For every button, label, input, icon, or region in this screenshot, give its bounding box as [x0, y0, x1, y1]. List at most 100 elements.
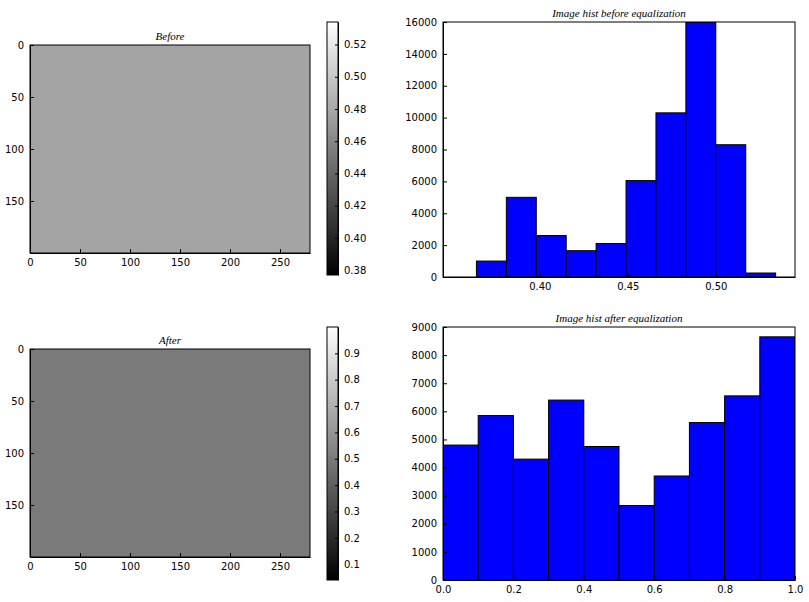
- tick-mark: [335, 432, 338, 433]
- tick-label: 0.45: [617, 281, 639, 292]
- tick: 50: [11, 92, 34, 103]
- tick: 0: [18, 344, 34, 355]
- tick: 50: [74, 249, 87, 268]
- axis-line: [444, 580, 796, 581]
- tick: 0.46: [335, 136, 366, 147]
- tick-label: 9000: [412, 322, 437, 333]
- tick-mark: [130, 249, 131, 253]
- tick: 0.38: [335, 265, 366, 276]
- plot-frame: [443, 22, 795, 277]
- tick-mark: [335, 459, 338, 460]
- tick: 6000: [412, 406, 447, 417]
- bar: [686, 22, 716, 277]
- tick-mark: [30, 45, 34, 46]
- bar: [506, 197, 536, 277]
- tick-mark: [654, 576, 655, 580]
- tick: 12000: [405, 80, 447, 91]
- bar: [513, 459, 548, 580]
- tick-mark: [335, 538, 338, 539]
- tick-label: 0.38: [344, 265, 366, 276]
- tick-mark: [795, 576, 796, 580]
- tick: 0.2: [335, 533, 360, 544]
- tick-mark: [335, 564, 338, 565]
- tick-label: 0.40: [529, 281, 551, 292]
- tick-label: 0.6: [647, 584, 663, 595]
- tick-label: 16000: [405, 17, 437, 28]
- colorbar: 0.380.400.420.440.460.480.500.52: [327, 22, 366, 276]
- tick: 0.52: [335, 39, 366, 50]
- tick: 250: [271, 553, 290, 572]
- tick-mark: [443, 22, 447, 23]
- tick-mark: [30, 201, 34, 202]
- tick-label: 0.50: [705, 281, 727, 292]
- tick-label: 100: [121, 561, 140, 572]
- tick: 16000: [405, 17, 447, 28]
- tick: 3000: [412, 490, 447, 501]
- tick-mark: [443, 277, 447, 278]
- tick: 150: [171, 553, 190, 572]
- bar: [654, 476, 689, 580]
- tick-label: 250: [271, 257, 290, 268]
- tick-label: 0.48: [344, 104, 366, 115]
- x-axis: 0.00.20.40.60.81.0: [436, 576, 804, 595]
- tick-label: 7000: [412, 378, 437, 389]
- colorbar: 0.10.20.30.40.50.60.70.80.9: [327, 327, 360, 581]
- tick-mark: [80, 249, 81, 253]
- bar: [626, 181, 656, 277]
- tick-mark: [335, 77, 338, 78]
- tick: 150: [5, 196, 34, 207]
- tick-label: 0: [27, 561, 33, 572]
- tick-label: 50: [11, 92, 24, 103]
- axis-line: [444, 277, 796, 278]
- image: [30, 45, 310, 253]
- tick: 0.3: [335, 506, 360, 517]
- colorbar-gradient: [327, 22, 338, 275]
- colorbar-axis: 0.10.20.30.40.50.60.70.80.9: [335, 328, 360, 581]
- tick-mark: [335, 109, 338, 110]
- tick-label: 0.2: [506, 584, 522, 595]
- tick-mark: [443, 468, 447, 469]
- colorbar-axis: 0.380.400.420.440.460.480.500.52: [335, 23, 366, 276]
- tick-mark: [335, 238, 338, 239]
- tick-label: 0: [431, 575, 437, 586]
- tick-mark: [30, 453, 34, 454]
- tick-mark: [716, 273, 717, 277]
- tick: 0.44: [335, 168, 366, 179]
- tick-mark: [443, 383, 447, 384]
- tick-mark: [30, 97, 34, 98]
- tick: 5000: [412, 434, 447, 445]
- tick-label: 200: [221, 561, 240, 572]
- tick-label: 250: [271, 561, 290, 572]
- tick-label: 2000: [412, 518, 437, 529]
- tick-mark: [335, 45, 338, 46]
- bar: [689, 423, 724, 580]
- tick-mark: [443, 150, 447, 151]
- bar: [596, 244, 626, 277]
- tick-mark: [443, 181, 447, 182]
- tick: 50: [11, 396, 34, 407]
- title: Before: [156, 30, 185, 42]
- tick-label: 14000: [405, 49, 437, 60]
- axis-line: [338, 23, 339, 276]
- title: Image hist before equalization: [551, 7, 686, 19]
- tick-label: 0.46: [344, 136, 366, 147]
- tick-label: 0.4: [576, 584, 592, 595]
- tick-mark: [335, 141, 338, 142]
- tick-mark: [443, 118, 447, 119]
- y-axis: 050100150: [5, 344, 34, 558]
- tick: 100: [121, 249, 140, 268]
- tick-mark: [725, 576, 726, 580]
- tick: 0.42: [335, 200, 366, 211]
- tick: 0.40: [529, 273, 551, 292]
- tick-mark: [443, 86, 447, 87]
- tick-mark: [335, 511, 338, 512]
- tick: 100: [5, 144, 34, 155]
- tick: 100: [121, 553, 140, 572]
- tick-label: 12000: [405, 80, 437, 91]
- bar: [716, 145, 746, 277]
- tick-label: 0.44: [344, 168, 366, 179]
- tick-label: 200: [221, 257, 240, 268]
- tick-mark: [443, 411, 447, 412]
- bar: [760, 337, 795, 580]
- tick-mark: [335, 206, 338, 207]
